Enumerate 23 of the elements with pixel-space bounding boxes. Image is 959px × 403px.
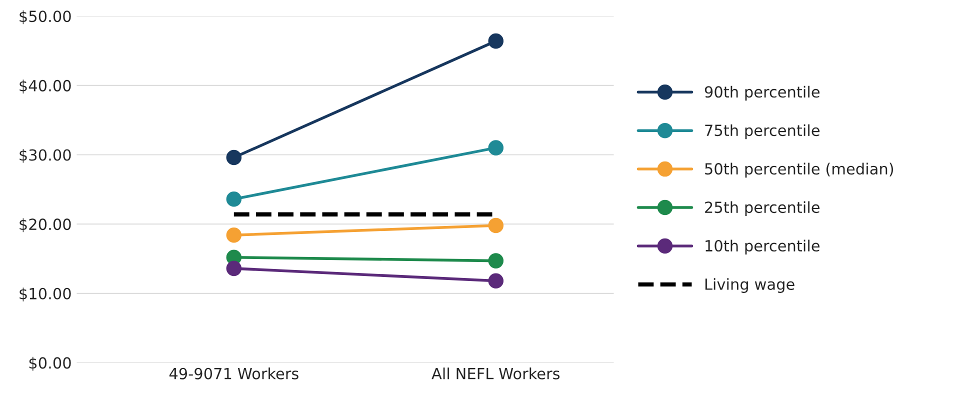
y-tick-label: $50.00 [20, 10, 71, 24]
point [226, 150, 242, 166]
x-tick-label: All NEFL Workers [432, 368, 560, 380]
legend-label: 25th percentile [705, 201, 820, 216]
point [488, 33, 504, 49]
y-tick-label: $40.00 [20, 80, 71, 94]
x-tick-label: 49-9071 Workers [169, 368, 298, 380]
point [226, 260, 242, 276]
y-tick-label: $30.00 [20, 148, 71, 163]
legend-label: 50th percentile (median) [705, 162, 894, 178]
point [488, 218, 504, 234]
point [226, 228, 242, 243]
y-tick-label: $20.00 [20, 218, 71, 232]
point [226, 191, 242, 207]
y-tick-label: $10.00 [20, 288, 71, 302]
legend-label: Living wage [705, 278, 794, 293]
legend-label: 10th percentile [706, 240, 820, 255]
point [488, 273, 504, 289]
point [488, 253, 504, 268]
y-tick-label: $0.00 [29, 356, 71, 371]
legend-label: 90th percentile [704, 86, 820, 101]
point [488, 140, 504, 156]
legend-label: 75th percentile [705, 124, 820, 140]
